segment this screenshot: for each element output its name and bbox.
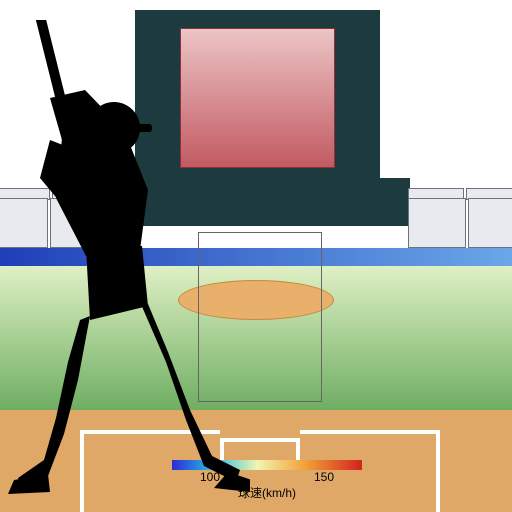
batter-silhouette [0, 20, 250, 510]
legend-tick: 150 [314, 470, 334, 484]
plate-line [300, 430, 440, 434]
stand-block [468, 198, 512, 248]
plate-line [436, 430, 440, 512]
stand-block [408, 198, 466, 248]
pitch-chart-stage: 100150 球速(km/h) [0, 0, 512, 512]
